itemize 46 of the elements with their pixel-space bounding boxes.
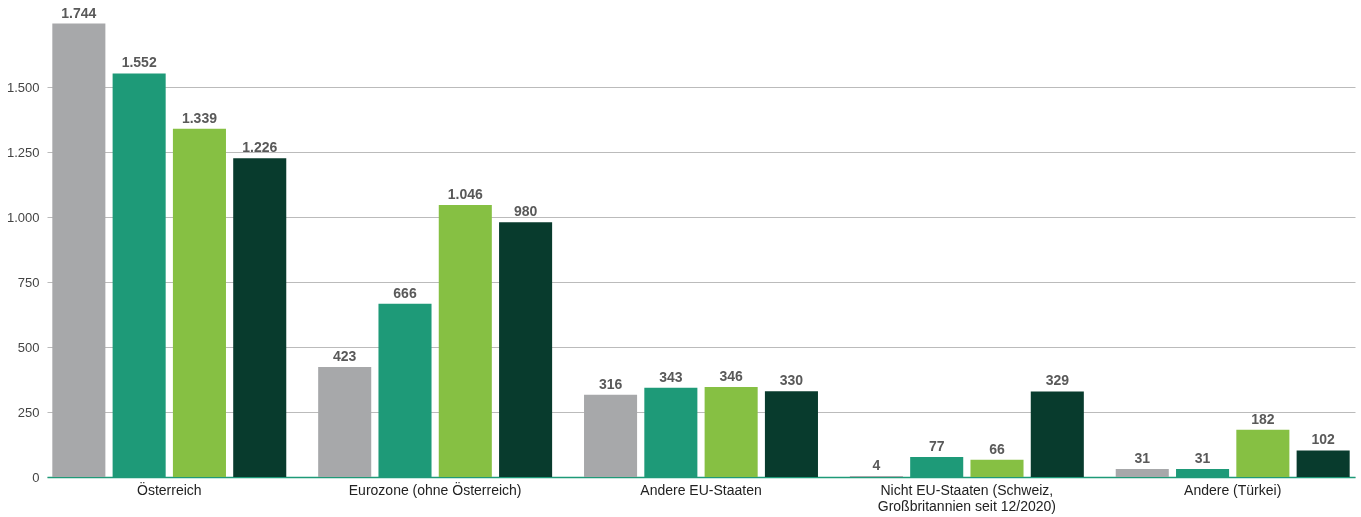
y-tick-label: 1.500 xyxy=(6,79,40,95)
x-tick-label: Eurozone (ohne Österreich) xyxy=(348,480,522,498)
y-tick-label: 750 xyxy=(17,274,40,290)
bar xyxy=(704,387,758,477)
bar xyxy=(1115,468,1169,477)
data-label: 666 xyxy=(393,284,417,301)
bar xyxy=(1296,450,1350,477)
bar xyxy=(318,367,372,477)
bar xyxy=(499,222,553,477)
data-label: 77 xyxy=(928,437,945,454)
data-label: 1.744 xyxy=(61,4,97,21)
data-label: 1.046 xyxy=(447,186,484,203)
y-tick-label: 500 xyxy=(17,339,40,355)
data-label: 346 xyxy=(719,368,744,385)
data-label: 980 xyxy=(513,203,538,220)
data-label: 102 xyxy=(1311,431,1336,448)
bar xyxy=(764,391,818,477)
data-label: 343 xyxy=(659,368,683,385)
data-label: 4 xyxy=(872,456,881,473)
x-tick-label: Andere EU-Staaten xyxy=(640,481,762,498)
y-tick-label: 1.250 xyxy=(6,144,40,160)
bar xyxy=(970,459,1024,477)
y-tick-label: 250 xyxy=(17,404,40,420)
data-label: 423 xyxy=(333,348,357,365)
data-label: 316 xyxy=(598,375,623,392)
bar xyxy=(172,128,226,477)
data-label: 1.339 xyxy=(181,109,218,126)
bar xyxy=(1236,429,1290,477)
data-label: 31 xyxy=(1194,449,1211,466)
y-tick-label: 1.000 xyxy=(6,209,40,225)
y-tick-label: 0 xyxy=(32,469,40,485)
data-label: 330 xyxy=(779,372,804,389)
bar xyxy=(438,205,492,477)
bar xyxy=(1030,391,1084,477)
x-tick-label: Andere (Türkei) xyxy=(1184,481,1282,498)
data-label: 182 xyxy=(1251,410,1275,427)
data-label: 66 xyxy=(989,440,1005,457)
data-label: 1.226 xyxy=(242,139,278,156)
data-label: 31 xyxy=(1134,449,1151,466)
bar xyxy=(52,23,106,477)
data-label: 1.552 xyxy=(121,54,157,71)
data-label: 329 xyxy=(1045,372,1070,389)
x-tick-label: Österreich xyxy=(137,480,202,498)
x-tick-label: Nicht EU-Staaten (Schweiz, Großbritannien seit 12/2020) xyxy=(877,481,1056,514)
bar xyxy=(233,158,287,477)
bar xyxy=(584,394,638,477)
